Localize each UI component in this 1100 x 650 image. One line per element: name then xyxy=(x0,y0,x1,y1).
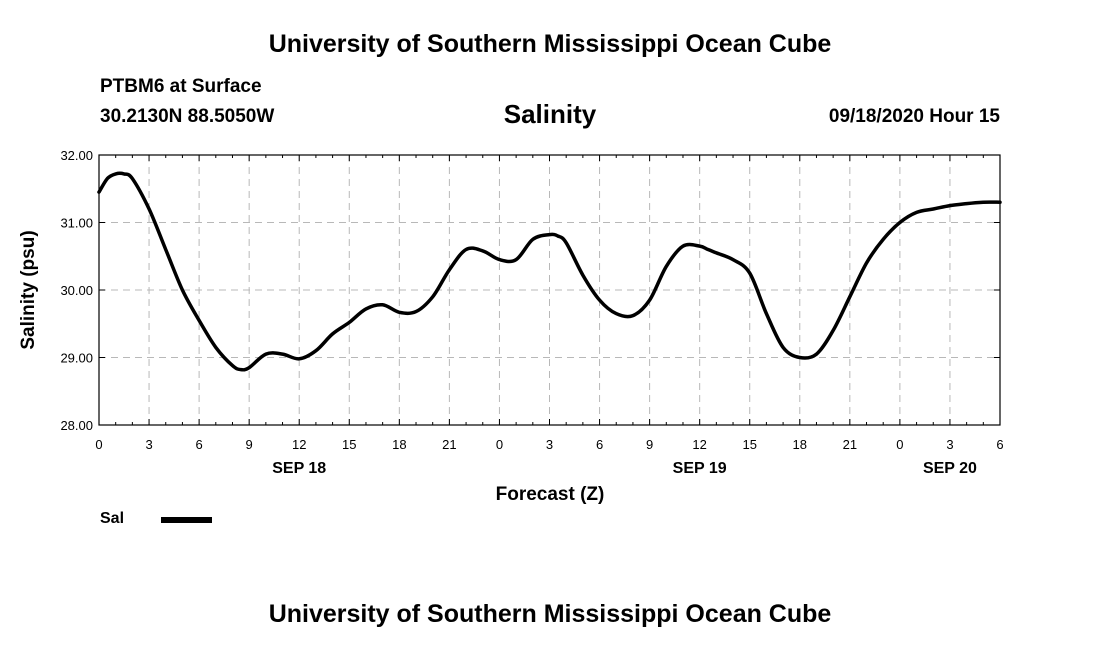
series-group xyxy=(97,171,1002,372)
x-tick-label: 15 xyxy=(342,437,356,452)
y-axis-title: Salinity (psu) xyxy=(18,230,39,349)
station-label: PTBM6 at Surface xyxy=(100,76,262,97)
tick-marks xyxy=(98,154,1001,426)
grid-lines xyxy=(99,155,1000,425)
x-tick-label: 18 xyxy=(392,437,406,452)
legend-line-swatch xyxy=(161,517,212,523)
x-tick-labels: 0 3 6 9 12 15 18 21 0 3 6 9 12 15 18 21 0 3 6 xyxy=(95,437,1003,452)
y-tick-label: 28.00 xyxy=(60,418,93,433)
x-tick-label: 6 xyxy=(195,437,202,452)
x-tick-label: 0 xyxy=(896,437,903,452)
legend-label: Sal xyxy=(100,510,125,527)
x-tick-label: 6 xyxy=(996,437,1003,452)
x-tick-label: 0 xyxy=(496,437,503,452)
x-tick-label: 12 xyxy=(692,437,706,452)
x-tick-label: 9 xyxy=(646,437,653,452)
y-tick-label: 29.00 xyxy=(60,351,93,366)
y-tick-label: 32.00 xyxy=(60,148,93,163)
x-axis-title: Forecast (Z) xyxy=(496,484,605,505)
top-title: University of Southern Mississippi Ocean… xyxy=(268,30,832,58)
y-tick-label: 30.00 xyxy=(60,283,93,298)
y-tick-labels: 28.00 29.00 30.00 31.00 32.00 xyxy=(60,148,93,433)
x-tick-label: 15 xyxy=(742,437,756,452)
x-tick-label: 9 xyxy=(246,437,253,452)
date-label: SEP 18 xyxy=(272,460,326,477)
timestamp-label: 09/18/2020 Hour 15 xyxy=(828,106,1000,127)
x-tick-label: 18 xyxy=(793,437,807,452)
series-line-sal xyxy=(97,171,1002,372)
x-tick-label: 6 xyxy=(596,437,603,452)
x-tick-label: 21 xyxy=(442,437,456,452)
x-tick-label: 12 xyxy=(292,437,306,452)
date-labels: SEP 18 SEP 19 SEP 20 xyxy=(272,460,977,477)
x-tick-label: 0 xyxy=(95,437,102,452)
date-label: SEP 19 xyxy=(673,460,727,477)
date-label: SEP 20 xyxy=(923,460,977,477)
chart-title: Salinity xyxy=(503,99,597,129)
x-tick-label: 3 xyxy=(546,437,553,452)
x-tick-label: 21 xyxy=(843,437,857,452)
x-tick-label: 3 xyxy=(145,437,152,452)
y-tick-label: 31.00 xyxy=(60,216,93,231)
bottom-title: University of Southern Mississippi Ocean… xyxy=(268,600,832,628)
coordinates-label: 30.2130N 88.5050W xyxy=(100,106,275,127)
x-tick-label: 3 xyxy=(946,437,953,452)
